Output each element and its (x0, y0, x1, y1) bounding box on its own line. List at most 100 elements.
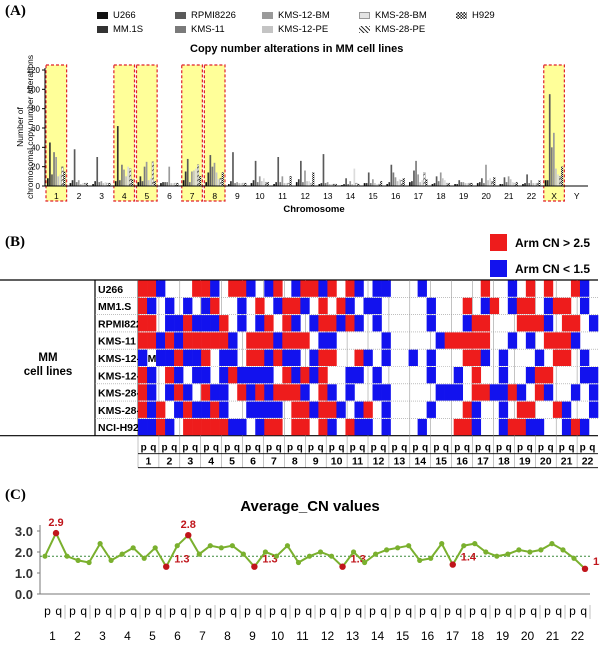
bar-rpmi8226-chr-13 (322, 154, 325, 186)
bar-kms-12-pe-chr-12 (306, 181, 308, 186)
arm-label-q: q (80, 604, 87, 618)
cell-loss (219, 349, 229, 366)
bar-mm.1s-chr-13 (320, 183, 323, 186)
average-cn-point (538, 547, 544, 553)
bar-kms-28-pe-chr-4 (129, 168, 132, 187)
cell-loss (579, 280, 590, 297)
cell-loss (372, 280, 382, 297)
cell-loss (174, 367, 184, 384)
cell-gain (480, 280, 491, 297)
bar-kms-12-bm-chr-7 (191, 171, 193, 186)
cell-loss (336, 401, 346, 418)
cell-gain (201, 384, 211, 401)
bar-rpmi8226-chr-22 (526, 174, 528, 186)
chromosome-label: 13 (346, 629, 360, 643)
bar-kms-12-pe-chr-13 (328, 184, 331, 186)
cell-gain (201, 418, 211, 436)
row-label: KMS-11 (98, 336, 136, 348)
bar-kms-12-bm-chr-X (553, 132, 555, 186)
cell-loss (462, 315, 473, 332)
cell-gain (471, 332, 482, 349)
cell-loss (156, 349, 166, 366)
chromosome-label: 13 (394, 456, 406, 468)
cell-gain (291, 332, 301, 349)
cell-loss (147, 297, 157, 315)
bar-kms-12-pe-chr-X (555, 168, 557, 186)
cell-loss (192, 315, 202, 332)
average-cn-point (240, 551, 246, 557)
cell-gain (534, 384, 545, 401)
cell-gain (210, 418, 220, 436)
bar-kms-28-bm-chr-22 (534, 183, 537, 186)
arm-label-q: q (506, 443, 512, 454)
cell-loss (183, 297, 193, 315)
legend-label: KMS-12-PE (278, 24, 329, 35)
bar-kms-12-bm-chr-21 (507, 176, 510, 186)
cell-loss (363, 297, 373, 315)
bar-kms-12-pe-chr-7 (193, 170, 195, 186)
bar-kms-12-bm-chr-9 (236, 182, 238, 186)
bar-kms-11-chr-9 (234, 183, 236, 186)
arm-label-p: p (144, 604, 151, 618)
cell-loss (381, 418, 391, 436)
bar-kms-11-chr-11 (279, 182, 282, 186)
bar-kms-28-bm-chr-12 (308, 181, 310, 186)
bar-rpmi8226-chr-3 (96, 157, 99, 186)
cell-loss (255, 315, 265, 332)
arm-label-p: p (308, 443, 314, 454)
cell-gain (444, 332, 454, 349)
bar-kms-28-bm-chr-10 (263, 178, 265, 186)
average-cn-point (75, 557, 81, 563)
average-cn-point (185, 532, 192, 539)
cell-loss (426, 349, 436, 366)
cell-loss (336, 315, 346, 332)
bar-kms-11-chr-22 (528, 183, 531, 186)
chart-a-xtick-label: 19 (459, 191, 469, 201)
bar-kms-12-pe-chr-2 (79, 184, 82, 186)
cell-loss (534, 418, 545, 436)
cell-loss (246, 401, 256, 418)
chromosome-label: 9 (249, 629, 256, 643)
legend-swatch (97, 12, 108, 19)
cell-loss (318, 280, 328, 297)
bar-kms-11-chr-6 (166, 182, 169, 186)
bar-kms-12-bm-chr-11 (281, 176, 284, 186)
arm-label-p: p (412, 443, 418, 454)
cell-gain (300, 418, 310, 436)
average-cn-point (406, 543, 412, 549)
arm-label-q: q (330, 604, 337, 618)
arm-label-p: p (161, 443, 167, 454)
chart-a-xtick-label: 17 (414, 191, 424, 201)
cell-gain (300, 367, 310, 384)
cell-loss (381, 384, 391, 401)
cell-loss (525, 332, 536, 349)
average-cn-point (373, 551, 379, 557)
chromosome-label: 6 (250, 456, 256, 468)
cell-gain (291, 384, 301, 401)
cell-gain (534, 367, 545, 384)
cell-loss (426, 297, 436, 315)
cell-gain (291, 297, 301, 315)
cell-loss (237, 367, 247, 384)
cell-gain (471, 349, 482, 366)
bar-kms-12-bm-chr-18 (439, 172, 442, 186)
bar-kms-11-chr-12 (302, 182, 304, 186)
bar-kms-12-pe-chr-21 (509, 179, 512, 186)
cell-gain (192, 280, 202, 297)
average-cn-point (560, 547, 566, 553)
bar-kms-28-bm-chr-17 (421, 180, 424, 186)
bar-kms-12-pe-chr-22 (532, 183, 535, 186)
bar-h929-chr-4 (131, 179, 134, 187)
cell-loss (138, 349, 148, 366)
cell-gain (561, 297, 572, 315)
legend-swatch (359, 12, 370, 19)
cell-loss (192, 401, 202, 418)
cell-gain (192, 418, 202, 436)
arm-label-p: p (245, 443, 251, 454)
chromosome-label: 2 (166, 456, 172, 468)
average-cn-line (44, 530, 586, 570)
cell-gain (201, 332, 211, 349)
bar-kms-12-pe-chr-8 (215, 172, 218, 186)
chart-a-xtick-label: 7 (190, 191, 195, 201)
cell-loss (219, 384, 229, 401)
